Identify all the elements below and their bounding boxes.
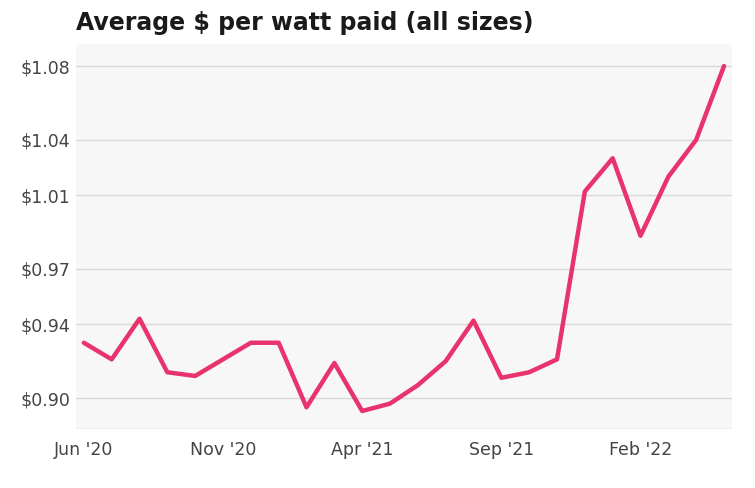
- Text: Average $ per watt paid (all sizes): Average $ per watt paid (all sizes): [76, 11, 533, 35]
